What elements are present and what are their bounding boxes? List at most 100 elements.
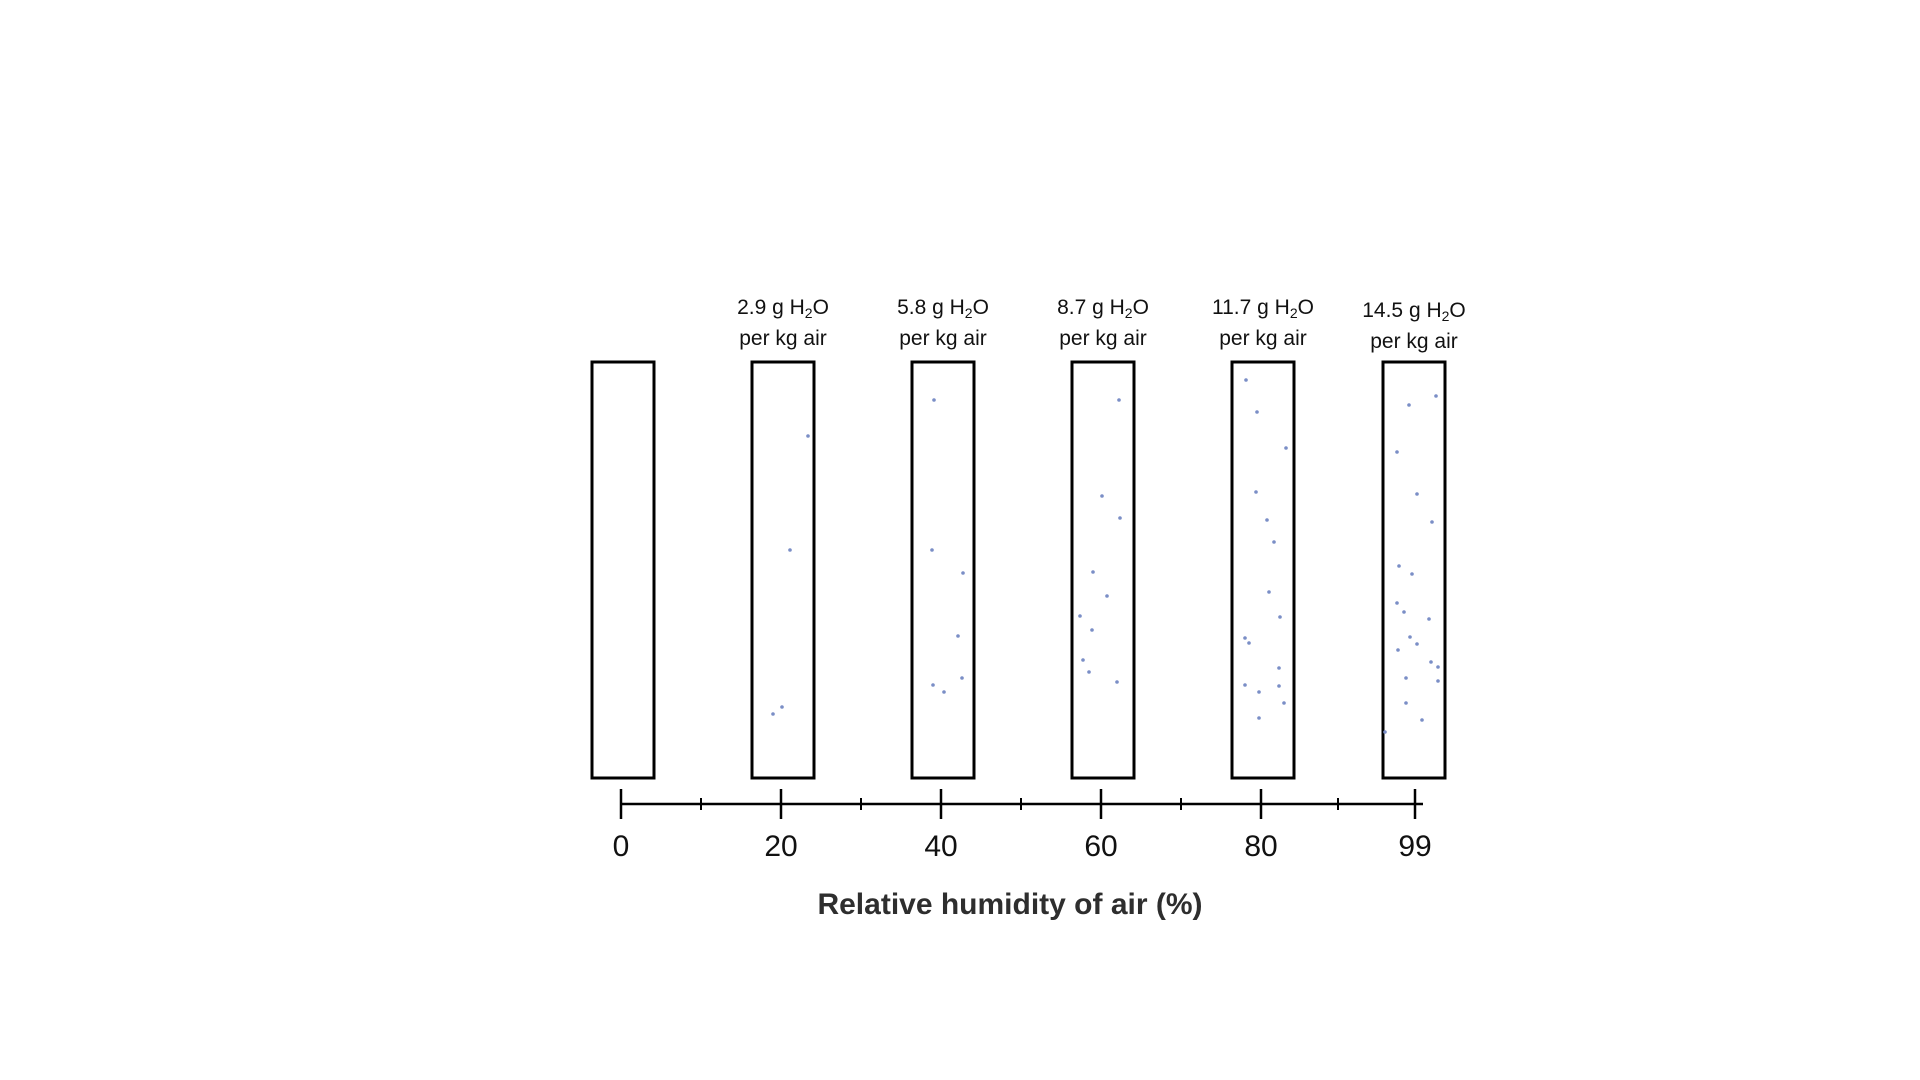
- water-droplet: [1415, 642, 1419, 646]
- water-droplet: [1272, 540, 1276, 544]
- water-droplet: [1117, 398, 1121, 402]
- tick-label: 0: [613, 830, 630, 863]
- water-droplet: [1243, 683, 1247, 687]
- unit-prefix: g H: [1257, 296, 1290, 319]
- water-droplet: [788, 548, 792, 552]
- water-droplet: [1265, 518, 1269, 522]
- water-droplet: [771, 712, 775, 716]
- water-content-label: 5.8 g H2O per kg air: [863, 292, 1023, 354]
- water-amount: 8.7 g H2O: [1023, 292, 1183, 323]
- axis-title: Relative humidity of air (%): [817, 888, 1203, 921]
- water-droplet: [1078, 614, 1082, 618]
- air-column-60: [1070, 360, 1136, 780]
- water-droplet: [780, 705, 784, 709]
- water-droplet: [1257, 716, 1261, 720]
- water-droplet: [1100, 494, 1104, 498]
- per-kg-air: per kg air: [1059, 327, 1147, 350]
- water-droplet: [942, 690, 946, 694]
- water-content-label: 14.5 g H2O per kg air: [1334, 295, 1494, 357]
- water-droplet: [1115, 680, 1119, 684]
- air-column-40: [910, 360, 976, 780]
- unit-subscript: 2: [1289, 305, 1298, 321]
- water-droplet: [1395, 601, 1399, 605]
- water-droplet: [1244, 378, 1248, 382]
- water-droplet: [1277, 684, 1281, 688]
- air-column-80: [1230, 360, 1296, 780]
- water-droplet: [1415, 492, 1419, 496]
- water-droplet: [1397, 564, 1401, 568]
- unit-suffix: O: [1132, 296, 1149, 319]
- unit-subscript: 2: [804, 305, 813, 321]
- water-droplet: [1402, 610, 1406, 614]
- water-droplet: [1091, 570, 1095, 574]
- water-droplet: [1434, 394, 1438, 398]
- unit-prefix: g H: [932, 296, 965, 319]
- air-column-20: [750, 360, 816, 780]
- unit-prefix: g H: [1408, 299, 1442, 322]
- water-droplet: [1284, 446, 1288, 450]
- water-droplet: [961, 571, 965, 575]
- tick-label: 40: [924, 830, 957, 863]
- amount-value: 14.5: [1362, 299, 1409, 322]
- per-kg-air: per kg air: [1370, 330, 1458, 353]
- air-column-0: [590, 360, 656, 780]
- water-amount: 11.7 g H2O: [1183, 292, 1343, 323]
- unit-suffix: O: [972, 296, 989, 319]
- per-kg-air: per kg air: [1219, 327, 1307, 350]
- water-droplet: [1243, 636, 1247, 640]
- water-droplet: [1427, 617, 1431, 621]
- water-droplet: [1267, 590, 1271, 594]
- unit-prefix: g H: [772, 296, 805, 319]
- water-droplet: [1408, 635, 1412, 639]
- water-droplet: [1410, 572, 1414, 576]
- unit-suffix: O: [812, 296, 829, 319]
- water-content-label: 2.9 g H2O per kg air: [703, 292, 863, 354]
- water-droplet: [1383, 730, 1387, 734]
- water-droplet: [1090, 628, 1094, 632]
- water-droplet: [806, 434, 810, 438]
- water-droplet: [1404, 676, 1408, 680]
- water-droplet: [1407, 403, 1411, 407]
- water-droplet: [1257, 690, 1261, 694]
- water-droplet: [1395, 450, 1399, 454]
- tick-label: 20: [764, 830, 797, 863]
- water-droplet: [1396, 648, 1400, 652]
- water-droplet: [1118, 516, 1122, 520]
- water-droplet: [1105, 594, 1109, 598]
- per-kg-air: per kg air: [899, 327, 987, 350]
- amount-value: 2.9: [737, 296, 773, 319]
- water-droplet: [1081, 658, 1085, 662]
- water-droplet: [1254, 490, 1258, 494]
- water-droplet: [932, 398, 936, 402]
- water-droplet: [1278, 615, 1282, 619]
- unit-subscript: 2: [1124, 305, 1133, 321]
- water-droplet: [1282, 701, 1286, 705]
- water-amount: 14.5 g H2O: [1334, 295, 1494, 326]
- water-droplet: [1255, 410, 1259, 414]
- unit-suffix: O: [1449, 299, 1466, 322]
- water-droplet: [1430, 520, 1434, 524]
- water-content-label: 8.7 g H2O per kg air: [1023, 292, 1183, 354]
- per-kg-air: per kg air: [739, 327, 827, 350]
- amount-value: 11.7: [1212, 296, 1258, 319]
- water-droplet: [931, 683, 935, 687]
- water-droplet: [956, 634, 960, 638]
- water-droplet: [1420, 718, 1424, 722]
- water-droplet: [1277, 666, 1281, 670]
- water-amount: 5.8 g H2O: [863, 292, 1023, 323]
- water-amount: 2.9 g H2O: [703, 292, 863, 323]
- water-droplet: [960, 676, 964, 680]
- unit-suffix: O: [1297, 296, 1314, 319]
- air-column-99: [1381, 360, 1447, 780]
- water-droplet: [1436, 679, 1440, 683]
- water-droplet: [1436, 665, 1440, 669]
- water-droplet: [1429, 660, 1433, 664]
- tick-label: 80: [1244, 830, 1277, 863]
- water-droplet: [1087, 670, 1091, 674]
- amount-value: 8.7: [1057, 296, 1093, 319]
- water-droplet: [930, 548, 934, 552]
- water-content-label: 11.7 g H2O per kg air: [1183, 292, 1343, 354]
- tick-label: 99: [1398, 830, 1431, 863]
- water-droplet: [1247, 641, 1251, 645]
